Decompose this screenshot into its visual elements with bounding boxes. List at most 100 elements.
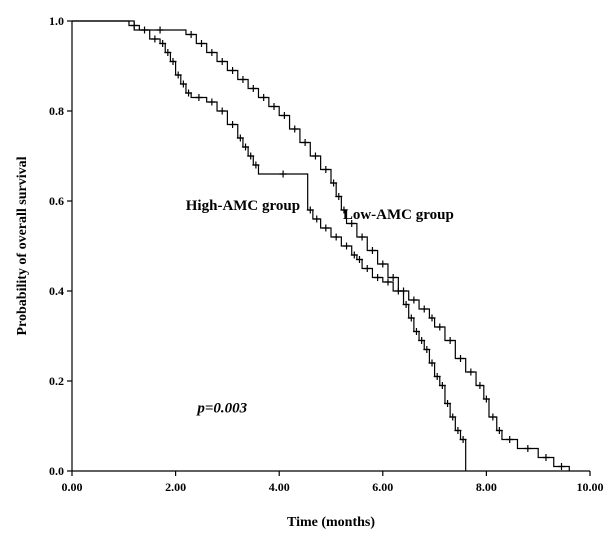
censor-mark [247, 152, 255, 160]
censor-mark [524, 445, 532, 452]
censor-mark [412, 328, 420, 335]
censor-mark [436, 323, 444, 331]
tick-marks [67, 20, 591, 476]
censor-mark [280, 112, 288, 119]
y-tick-label: 0.0 [49, 464, 64, 478]
censor-mark [379, 260, 387, 268]
censor-mark [249, 85, 257, 92]
censor-mark [198, 40, 205, 47]
censor-mark [402, 301, 410, 308]
series-high-amc-group [72, 20, 467, 471]
censor-mark [330, 179, 338, 187]
censor-mark [291, 125, 299, 133]
y-tick-label: 0.4 [49, 284, 64, 298]
censor-mark [151, 35, 159, 43]
censor-mark [444, 400, 452, 407]
censor-mark [348, 220, 356, 227]
censor-mark [467, 368, 475, 376]
censor-mark [558, 463, 566, 470]
censor-mark [423, 346, 431, 353]
annotation-layer: High-AMC group Low-AMC group p=0.003 [186, 198, 454, 417]
x-tick-label: 4.00 [269, 480, 290, 494]
censor-mark [229, 67, 237, 74]
censor-mark [279, 170, 287, 178]
censor-mark [358, 233, 366, 241]
censor-mark [208, 49, 216, 56]
censor-mark [476, 382, 484, 389]
censor-mark [368, 247, 376, 254]
censor-mark [489, 413, 497, 421]
series-layer [72, 20, 570, 471]
censor-mark [449, 413, 457, 421]
censor-mark [400, 287, 408, 295]
censor-mark [270, 103, 278, 110]
censor-mark [407, 314, 415, 322]
censor-mark [343, 242, 351, 250]
censor-mark [410, 296, 418, 304]
censor-mark [420, 305, 428, 313]
group-annotation: Low-AMC group [343, 207, 454, 223]
censor-mark [174, 71, 182, 79]
survival-curve-low-amc-group [72, 20, 570, 471]
y-tick-label: 0.8 [49, 104, 64, 118]
x-tick-label: 8.00 [476, 480, 497, 494]
p-value-annotation: p=0.003 [195, 401, 247, 417]
y-tick-label: 1.0 [49, 14, 64, 28]
censor-mark [242, 143, 250, 151]
censor-mark [482, 395, 490, 403]
censor-mark [428, 314, 436, 322]
censor-mark [374, 274, 382, 281]
y-tick-label: 0.6 [49, 194, 64, 208]
group-annotation: High-AMC group [186, 198, 300, 214]
censor-mark [218, 107, 226, 115]
censor-mark [169, 58, 177, 65]
x-tick-label: 6.00 [372, 480, 393, 494]
survival-curve-high-amc-group [72, 20, 467, 471]
x-tick-label: 2.00 [165, 480, 186, 494]
censor-mark [239, 76, 247, 83]
censor-mark [179, 80, 187, 88]
censor-mark [229, 121, 237, 128]
censor-mark [438, 382, 446, 389]
tick-labels: 0.00 2.00 4.00 6.00 8.00 10.00 0.0 0.2 0.4 0.6 0.8… [49, 14, 604, 494]
axes [71, 21, 590, 472]
censor-mark [164, 49, 172, 56]
censor-mark [185, 89, 193, 97]
censor-mark [459, 436, 467, 443]
censor-mark [457, 355, 464, 362]
censor-mark [301, 139, 309, 146]
censor-mark [428, 359, 436, 367]
censor-mark [187, 31, 195, 38]
censor-mark [218, 58, 226, 65]
series-low-amc-group [72, 20, 570, 471]
censor-mark [350, 251, 358, 259]
x-tick-label: 10.00 [577, 480, 604, 494]
censor-mark [340, 206, 348, 214]
censor-mark [156, 26, 164, 34]
censor-mark [322, 166, 330, 173]
y-axis-title: Probability of overall survival [15, 156, 30, 335]
x-axis-title: Time (months) [287, 515, 375, 530]
censor-mark [311, 152, 319, 160]
censor-mark [332, 233, 340, 241]
censor-mark [252, 161, 260, 169]
censor-mark [363, 265, 371, 272]
censor-mark [335, 193, 343, 200]
censor-mark [542, 454, 550, 461]
censor-mark [195, 94, 203, 101]
censor-mark [322, 224, 330, 232]
y-tick-label: 0.2 [49, 374, 64, 388]
censor-mark [506, 436, 514, 443]
censor-mark [260, 94, 268, 101]
x-tick-label: 0.00 [62, 480, 83, 494]
censor-mark [454, 427, 462, 434]
censor-mark [418, 337, 426, 344]
censor-mark [306, 206, 314, 214]
censor-mark [389, 274, 397, 281]
censor-mark [208, 98, 216, 106]
censor-mark [446, 337, 454, 344]
censor-mark [236, 134, 244, 142]
censor-mark [384, 278, 392, 286]
censor-mark [313, 215, 321, 223]
